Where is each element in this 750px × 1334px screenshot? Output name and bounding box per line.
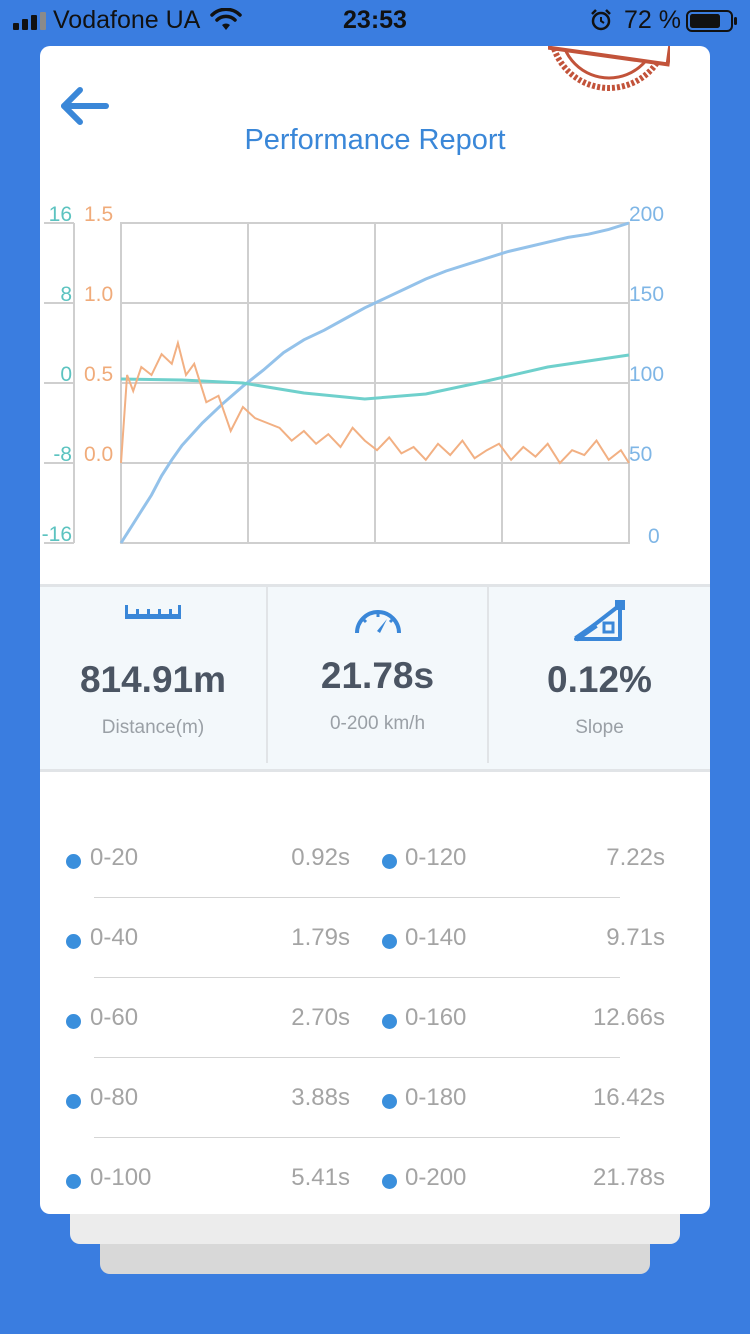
split-dot-icon <box>66 1014 81 1029</box>
split-dot-icon <box>382 1174 397 1189</box>
stat-distance: 814.91m Distance(m) <box>40 587 266 763</box>
tick-label-blue: 150 <box>629 283 664 306</box>
split-row: 0-20 0.92s 0-120 7.22s <box>40 818 710 898</box>
series-acceleration-line <box>120 339 630 465</box>
status-bar: Vodafone UA 23:53 72 % <box>0 0 750 42</box>
battery-percent: 72 % <box>624 6 681 34</box>
tick-label-orange: 0.0 <box>84 443 113 466</box>
split-time: 9.71s <box>606 924 665 951</box>
tick-label-orange: 0.5 <box>84 363 113 386</box>
stats-panel: 814.91m Distance(m) 21.78s 0-200 km/h 0.… <box>40 584 710 772</box>
tick-label-blue: 50 <box>629 443 652 466</box>
split-dot-icon <box>382 854 397 869</box>
left-axis <box>44 222 75 544</box>
split-divider <box>94 897 620 898</box>
ruler-icon <box>125 605 181 619</box>
split-range: 0-180 <box>405 1084 467 1111</box>
page-title: Performance Report <box>244 124 506 156</box>
series-slope-line <box>120 353 630 401</box>
battery-icon <box>686 10 737 32</box>
split-dot-icon <box>66 934 81 949</box>
tick-label-teal: -16 <box>42 523 72 546</box>
split-range: 0-20 <box>90 844 139 871</box>
split-row: 0-40 1.79s 0-140 9.71s <box>40 898 710 978</box>
signal-icon <box>13 12 46 30</box>
split-dot-icon <box>66 1174 81 1189</box>
stat-time-label: 0-200 km/h <box>329 713 426 734</box>
split-times-list: 0-20 0.92s 0-120 7.22s 0-40 1.79s 0-140 9.71s 0-… <box>40 766 710 1214</box>
split-divider <box>94 977 620 978</box>
split-range: 0-140 <box>405 924 467 951</box>
split-dot-icon <box>66 1094 81 1109</box>
slope-icon <box>573 600 625 642</box>
tick-label-orange: 1.5 <box>84 203 113 226</box>
split-row: 0-80 3.88s 0-180 16.42s <box>40 1058 710 1138</box>
performance-chart: 16 8 0 -8 -16 1.5 1.0 0.5 0.0 200 150 100 50 0 <box>42 203 664 548</box>
split-time: 12.66s <box>592 1004 665 1031</box>
split-range: 0-200 <box>405 1164 467 1191</box>
tick-label-teal: 16 <box>49 203 72 226</box>
split-range: 0-40 <box>90 924 139 951</box>
stat-time-value: 21.78s <box>320 655 435 696</box>
split-range: 0-80 <box>90 1084 139 1111</box>
split-time: 0.92s <box>291 844 350 871</box>
series-speed-line <box>119 221 630 544</box>
wifi-icon <box>210 8 242 30</box>
chart-grid <box>120 222 630 544</box>
split-time: 21.78s <box>592 1164 665 1191</box>
tick-label-blue: 0 <box>648 525 660 548</box>
stat-distance-label: Distance(m) <box>101 717 205 738</box>
tick-label-teal: 8 <box>60 283 72 306</box>
split-range: 0-160 <box>405 1004 467 1031</box>
split-time: 16.42s <box>592 1084 665 1111</box>
tick-label-blue: 100 <box>629 363 664 386</box>
tick-label-blue: 200 <box>629 203 664 226</box>
split-divider <box>94 1137 620 1138</box>
stat-slope-value: 0.12% <box>547 659 652 700</box>
split-time: 2.70s <box>291 1004 350 1031</box>
split-dot-icon <box>66 854 81 869</box>
tick-label-orange: 1.0 <box>84 283 113 306</box>
split-time: 1.79s <box>291 924 350 951</box>
stamp-icon <box>548 46 670 91</box>
split-time: 3.88s <box>291 1084 350 1111</box>
tick-label-teal: 0 <box>60 363 72 386</box>
stat-slope: 0.12% Slope <box>487 587 710 763</box>
stat-distance-value: 814.91m <box>79 659 227 700</box>
carrier-name: Vodafone UA <box>53 6 201 34</box>
split-time: 5.41s <box>291 1164 350 1191</box>
split-divider <box>94 1057 620 1058</box>
alarm-icon <box>591 9 611 31</box>
split-row: 0-60 2.70s 0-160 12.66s <box>40 978 710 1058</box>
split-row: 0-100 5.41s 0-200 21.78s <box>40 1138 710 1214</box>
stat-slope-label: Slope <box>575 717 624 738</box>
split-range: 0-60 <box>90 1004 139 1031</box>
tick-label-teal: -8 <box>53 443 72 466</box>
stat-time: 21.78s 0-200 km/h <box>266 587 487 763</box>
split-dot-icon <box>382 934 397 949</box>
split-dot-icon <box>382 1014 397 1029</box>
speedometer-icon <box>354 610 401 634</box>
split-range: 0-120 <box>405 844 467 871</box>
back-arrow-icon[interactable] <box>56 84 112 132</box>
clock: 23:53 <box>343 6 407 34</box>
split-range: 0-100 <box>90 1164 152 1191</box>
report-card: Performance Report 16 8 0 -8 -16 1.5 1.0 0.5 0.0… <box>40 46 710 1214</box>
split-time: 7.22s <box>606 844 665 871</box>
split-dot-icon <box>382 1094 397 1109</box>
